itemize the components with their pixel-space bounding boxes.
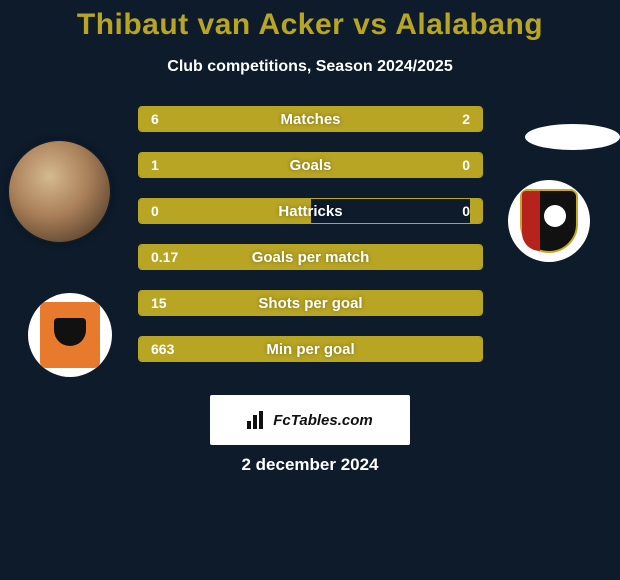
stat-value-left: 1 <box>139 153 470 177</box>
stat-value-left: 0.17 <box>139 245 482 269</box>
page-subtitle: Club competitions, Season 2024/2025 <box>0 58 620 76</box>
stat-value-left: 663 <box>139 337 482 361</box>
stat-value-right: 0 <box>470 199 482 223</box>
stat-bars: 62Matches10Goals00Hattricks0.17Goals per… <box>138 106 483 382</box>
team-crest-icon <box>40 302 100 368</box>
stat-value-right: 2 <box>396 107 482 131</box>
stat-row: 663Min per goal <box>138 336 483 362</box>
brand-badge[interactable]: FcTables.com <box>210 395 410 445</box>
player-avatar-left <box>9 141 110 242</box>
stat-row: 15Shots per goal <box>138 290 483 316</box>
team-badge-right <box>508 180 590 262</box>
stat-row: 10Goals <box>138 152 483 178</box>
stat-value-right: 0 <box>470 153 482 177</box>
brand-text: FcTables.com <box>273 412 372 429</box>
team-crest-icon <box>520 189 578 253</box>
stat-value-left: 15 <box>139 291 482 315</box>
date-label: 2 december 2024 <box>0 455 620 475</box>
team-badge-left <box>28 293 112 377</box>
bars-icon <box>247 411 267 429</box>
stat-row: 00Hattricks <box>138 198 483 224</box>
stat-value-left: 0 <box>139 199 311 223</box>
stat-value-left: 6 <box>139 107 396 131</box>
stat-row: 62Matches <box>138 106 483 132</box>
player-name-oval-right <box>525 124 620 150</box>
page-title: Thibaut van Acker vs Alalabang <box>0 0 620 42</box>
stat-row: 0.17Goals per match <box>138 244 483 270</box>
